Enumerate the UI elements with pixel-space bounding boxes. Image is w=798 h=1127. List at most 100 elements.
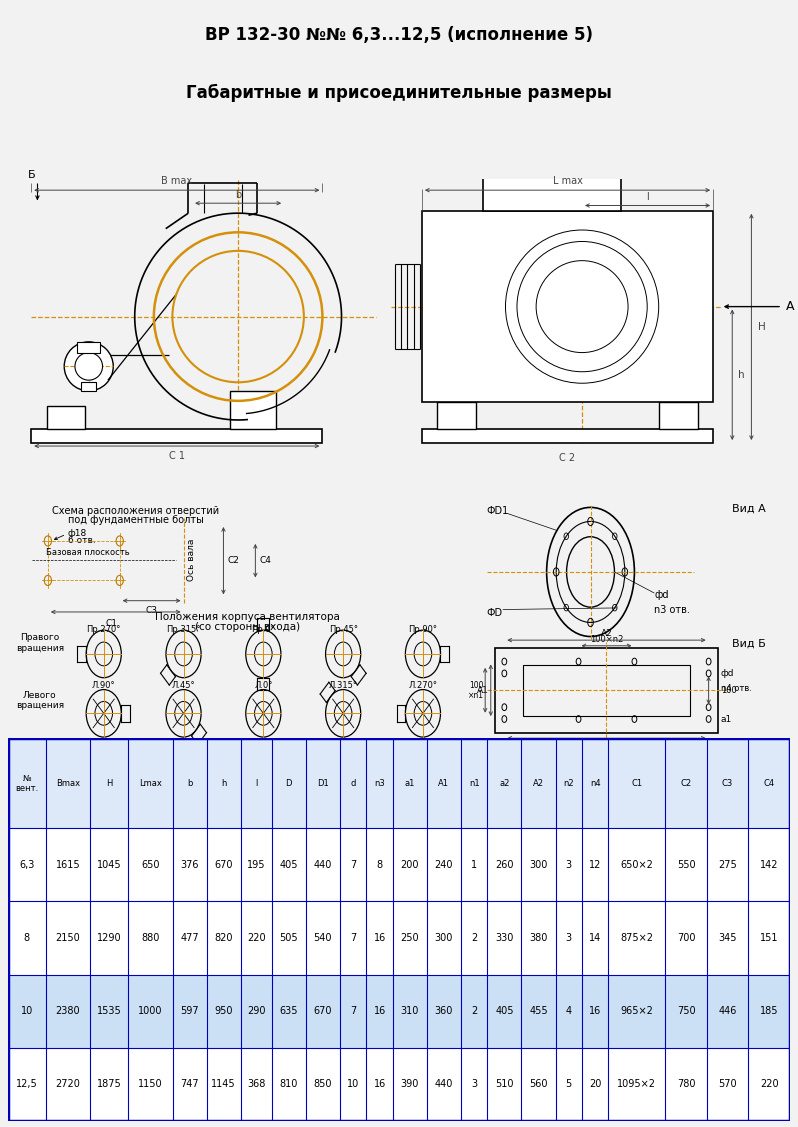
Bar	[666, 975, 707, 1048]
Bar	[340, 902, 366, 975]
Text: 275: 275	[718, 860, 737, 870]
Text: 345: 345	[718, 933, 737, 943]
Text: 220: 220	[247, 933, 266, 943]
Bar	[582, 975, 608, 1048]
Bar	[666, 828, 707, 902]
Text: Левого
вращения: Левого вращения	[16, 691, 64, 710]
Bar	[272, 902, 306, 975]
Bar	[172, 1048, 207, 1121]
Text: 2150: 2150	[56, 933, 81, 943]
Circle shape	[75, 353, 102, 380]
Bar	[241, 828, 272, 902]
Bar	[241, 975, 272, 1048]
Text: 1145: 1145	[211, 1080, 236, 1090]
Bar	[241, 902, 272, 975]
Text: 510: 510	[496, 1080, 514, 1090]
Bar	[521, 902, 555, 975]
Text: 290: 290	[247, 1006, 266, 1017]
Text: C2: C2	[227, 556, 239, 565]
Text: 700: 700	[677, 933, 695, 943]
Text: n1: n1	[469, 779, 480, 788]
Bar	[8, 1048, 45, 1121]
Bar	[8, 738, 45, 828]
Bar	[272, 1048, 306, 1121]
Bar	[45, 975, 90, 1048]
Text: 7: 7	[350, 1006, 356, 1017]
Text: A: A	[786, 300, 794, 313]
Text: a2: a2	[601, 740, 612, 749]
Text: 250: 250	[401, 933, 419, 943]
Bar	[272, 975, 306, 1048]
Text: 142: 142	[760, 860, 779, 870]
Text: 405: 405	[279, 860, 298, 870]
Text: C 1: C 1	[169, 451, 185, 461]
Text: 446: 446	[718, 1006, 737, 1017]
Bar	[523, 665, 690, 716]
Bar	[707, 975, 749, 1048]
Bar	[582, 902, 608, 975]
Text: 880: 880	[141, 933, 160, 943]
Text: Bmax: Bmax	[56, 779, 80, 788]
Text: n2: n2	[563, 779, 574, 788]
Bar	[393, 902, 427, 975]
Bar	[366, 1048, 393, 1121]
Bar	[555, 975, 582, 1048]
Text: 100: 100	[721, 686, 737, 694]
Text: 965×2: 965×2	[620, 1006, 654, 1017]
Bar	[8, 975, 45, 1048]
Bar	[666, 1048, 707, 1121]
Bar	[427, 902, 461, 975]
Text: Л.0°: Л.0°	[254, 681, 273, 690]
Bar	[427, 828, 461, 902]
Bar	[582, 1048, 608, 1121]
Bar	[749, 1048, 790, 1121]
Text: 16: 16	[373, 1006, 385, 1017]
Text: Положения корпуса вентилятора: Положения корпуса вентилятора	[155, 612, 340, 622]
Bar	[172, 975, 207, 1048]
Text: n3: n3	[374, 779, 385, 788]
Bar	[422, 211, 713, 402]
Text: 360: 360	[435, 1006, 453, 1017]
Text: Пр.315°: Пр.315°	[166, 624, 201, 633]
Text: 300: 300	[529, 860, 547, 870]
Text: 1095×2: 1095×2	[618, 1080, 656, 1090]
Bar	[749, 975, 790, 1048]
Text: 1150: 1150	[138, 1080, 163, 1090]
Text: 3: 3	[566, 860, 572, 870]
Text: C3: C3	[722, 779, 733, 788]
Bar	[340, 828, 366, 902]
Text: 6 отв.: 6 отв.	[68, 536, 96, 545]
Bar	[45, 1048, 90, 1121]
Text: под фундаментные болты: под фундаментные болты	[68, 515, 203, 525]
Text: 7: 7	[350, 860, 356, 870]
Bar	[172, 902, 207, 975]
Text: Ось вала: Ось вала	[187, 539, 196, 582]
Bar	[749, 738, 790, 828]
Bar	[207, 828, 241, 902]
Text: 560: 560	[529, 1080, 547, 1090]
Bar	[488, 902, 521, 975]
Text: C1: C1	[105, 619, 118, 628]
Text: 540: 540	[314, 933, 332, 943]
Bar	[427, 1048, 461, 1121]
Text: 3: 3	[471, 1080, 477, 1090]
Bar	[393, 828, 427, 902]
Text: 16: 16	[589, 1006, 602, 1017]
Text: 16: 16	[373, 1080, 385, 1090]
Text: a1: a1	[405, 779, 415, 788]
Bar	[484, 172, 621, 211]
Text: 1045: 1045	[97, 860, 121, 870]
Text: C4: C4	[259, 556, 271, 565]
Bar	[207, 902, 241, 975]
Text: 10: 10	[21, 1006, 33, 1017]
Bar	[582, 828, 608, 902]
Text: (со стороны входа): (со стороны входа)	[195, 622, 300, 631]
Text: 376: 376	[180, 860, 199, 870]
Text: 380: 380	[529, 933, 547, 943]
Text: 550: 550	[677, 860, 695, 870]
Text: ФD1: ФD1	[487, 506, 509, 516]
Text: Схема расположения отверстий: Схема расположения отверстий	[52, 506, 219, 516]
Circle shape	[64, 341, 113, 391]
Text: n4 отв.: n4 отв.	[721, 684, 752, 692]
Bar	[272, 828, 306, 902]
